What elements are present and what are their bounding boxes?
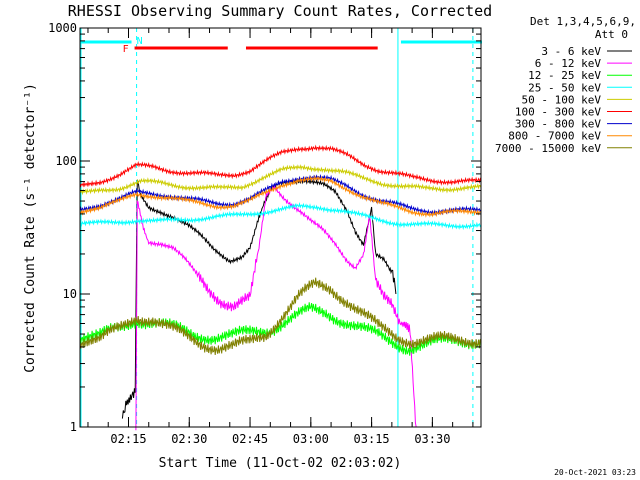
x-tick-label: 03:15 [354, 432, 390, 446]
flare-bar [134, 46, 228, 50]
series-line-9 [79, 277, 482, 355]
legend-label-6: 100 - 300 keV [515, 106, 601, 119]
legend-label-2: 6 - 12 keV [535, 57, 602, 70]
night-label: N [137, 36, 143, 47]
legend-label-5: 50 - 100 keV [522, 93, 602, 106]
plot-frame [79, 27, 482, 428]
legend-label-7: 300 - 800 keV [515, 118, 601, 131]
series-line-5 [79, 163, 482, 196]
series-line-7 [79, 174, 482, 217]
legend-header-line-2: Att 0 [595, 28, 628, 41]
night-bar [81, 40, 132, 44]
y-tick-label: 10 [63, 287, 77, 301]
x-tick-label: 02:45 [232, 432, 268, 446]
legend-header-line-1: Det 1,3,4,5,6,9, [530, 15, 636, 28]
night-bar [400, 40, 482, 44]
series-line-6 [79, 144, 482, 188]
x-tick-label: 02:15 [110, 432, 146, 446]
series-line-1 [121, 177, 397, 419]
y-tick-label: 1000 [48, 21, 77, 35]
flare-label: F [123, 44, 129, 55]
x-tick-label: 03:00 [293, 432, 329, 446]
legend-label-1: 3 - 6 keV [541, 45, 601, 58]
x-axis-label: Start Time (11-Oct-02 02:03:02) [159, 456, 402, 471]
legend-label-8: 800 - 7000 keV [508, 130, 601, 143]
x-tick-label: 02:30 [171, 432, 207, 446]
series-line-3 [79, 302, 481, 356]
footer-timestamp: 20-Oct-2021 03:23 [554, 468, 636, 477]
y-tick-label: 100 [55, 154, 77, 168]
series-line-4 [79, 202, 482, 231]
legend-label-9: 7000 - 15000 keV [495, 142, 601, 155]
legend-label-4: 25 - 50 keV [528, 81, 601, 94]
flare-bar [245, 46, 378, 50]
y-tick-label: 1 [70, 420, 77, 434]
y-axis-label: Corrected Count Rate (s⁻¹ detector⁻¹) [23, 83, 38, 373]
x-tick-label: 03:30 [414, 432, 450, 446]
legend-label-3: 12 - 25 keV [528, 69, 601, 82]
series-line-8 [79, 174, 482, 218]
chart-title: RHESSI Observing Summary Count Rates, Co… [68, 2, 492, 20]
